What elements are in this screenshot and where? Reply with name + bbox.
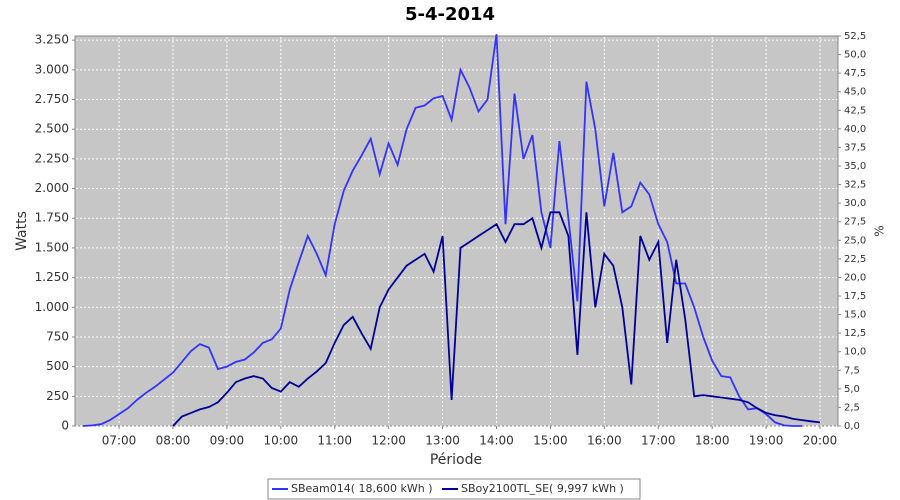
y2-tick-label: 27,5	[844, 217, 866, 228]
y-tick-label: 2.250	[35, 151, 69, 165]
y2-tick-label: 47,5	[844, 68, 866, 79]
legend-label: SBeam014( 18,600 kWh )	[291, 482, 433, 495]
x-tick-label: 14:00	[479, 434, 514, 448]
y-tick-label: 2.000	[35, 181, 69, 195]
x-tick-label: 18:00	[695, 434, 730, 448]
x-tick-label: 09:00	[210, 434, 245, 448]
x-tick-label: 20:00	[803, 434, 838, 448]
legend-label: SBoy2100TL_SE( 9,997 kWh )	[461, 482, 624, 495]
x-tick-label: 12:00	[371, 434, 406, 448]
x-tick-label: 11:00	[317, 434, 352, 448]
x-axis-label: Période	[430, 452, 482, 468]
y2-tick-label: 2,5	[844, 402, 860, 413]
y2-tick-label: 32,5	[844, 180, 866, 191]
y2-tick-label: 40,0	[844, 124, 866, 135]
y-tick-label: 3.250	[35, 33, 69, 47]
y2-tick-label: 12,5	[844, 328, 866, 339]
y2-tick-label: 45,0	[844, 87, 866, 98]
x-tick-label: 13:00	[425, 434, 460, 448]
y2-tick-label: 10,0	[844, 347, 866, 358]
y-tick-label: 750	[46, 329, 69, 343]
y-tick-label: 0	[61, 419, 69, 433]
y2-tick-label: 25,0	[844, 235, 866, 246]
y2-tick-label: 42,5	[844, 105, 866, 116]
x-tick-label: 19:00	[749, 434, 784, 448]
x-tick-label: 10:00	[264, 434, 299, 448]
series-line	[83, 34, 803, 427]
y-tick-label: 2.500	[35, 122, 69, 136]
y2-tick-label: 17,5	[844, 291, 866, 302]
series-line	[172, 211, 821, 427]
y2-tick-label: 5,0	[844, 384, 860, 395]
y-tick-label: 500	[46, 359, 69, 373]
y-tick-label: 2.750	[35, 92, 69, 106]
y-tick-label: 1.750	[35, 211, 69, 225]
y-axis-label: Watts	[14, 211, 30, 251]
y-tick-label: 250	[46, 389, 69, 403]
x-tick-label: 15:00	[533, 434, 568, 448]
y-tick-label: 1.250	[35, 270, 69, 284]
y-tick-label: 1.500	[35, 240, 69, 254]
x-tick-label: 08:00	[156, 434, 191, 448]
y-tick-label: 3.000	[35, 62, 69, 76]
x-tick-label: 16:00	[587, 434, 622, 448]
x-tick-label: 17:00	[641, 434, 676, 448]
x-tick-label: 07:00	[102, 434, 137, 448]
y2-tick-label: 0,0	[844, 421, 860, 432]
plot-area	[74, 35, 839, 427]
y2-tick-label: 15,0	[844, 310, 866, 321]
y2-tick-label: 37,5	[844, 142, 866, 153]
y2-tick-label: 50,0	[844, 50, 866, 61]
y2-axis-label: %	[873, 225, 887, 236]
y2-tick-label: 30,0	[844, 198, 866, 209]
y2-tick-label: 7,5	[844, 365, 860, 376]
y2-tick-label: 35,0	[844, 161, 866, 172]
y2-tick-label: 52,5	[844, 31, 866, 42]
chart-title: 5-4-2014	[405, 4, 495, 25]
y-tick-label: 1.000	[35, 300, 69, 314]
y2-tick-label: 20,0	[844, 272, 866, 283]
y2-tick-label: 22,5	[844, 254, 866, 265]
